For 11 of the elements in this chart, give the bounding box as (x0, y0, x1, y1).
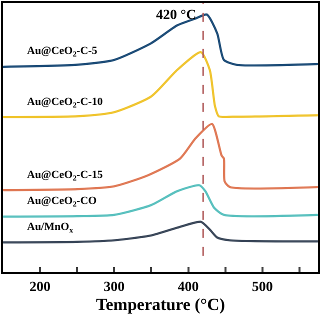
series-label: Au/MnO$_{x}$ (27, 221, 74, 234)
series-label: Au@CeO$_{2}$-C-5 (27, 45, 98, 58)
x-tick-label: 300 (104, 280, 125, 295)
x-tick-label: 400 (178, 280, 199, 295)
ref-line-label: 420 °C (156, 8, 196, 23)
x-tick-label: 200 (30, 280, 51, 295)
x-tick-label: 500 (252, 280, 273, 295)
series-label: Au@CeO$_{2}$-CO (27, 195, 98, 208)
x-axis-title: Temperature (°C) (96, 294, 226, 314)
series-label: Au@CeO$_{2}$-C-10 (27, 96, 104, 110)
series-label: Au@CeO$_{2}$-C-15 (27, 169, 104, 182)
